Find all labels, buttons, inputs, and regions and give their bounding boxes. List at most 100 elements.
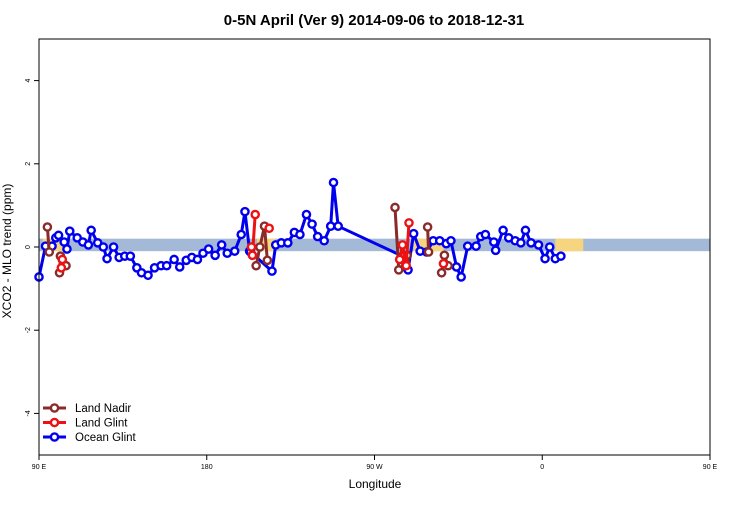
land-nadir-point <box>439 250 450 261</box>
ocean-glint-point <box>174 262 185 272</box>
reference-band <box>39 238 710 252</box>
legend-land-nadir-marker <box>49 403 60 413</box>
y-tick-label: 4 <box>25 79 32 83</box>
ocean-glint-point <box>312 231 323 242</box>
ocean-glint-point <box>307 219 317 229</box>
y-tick-label: 0 <box>25 245 32 249</box>
data-series <box>34 177 566 282</box>
land-glint-line <box>398 222 411 268</box>
ocean-glint-point <box>408 228 419 239</box>
land-glint-point <box>57 254 68 265</box>
legend-land-nadir-label: Land Nadir <box>75 403 131 415</box>
land-nadir-point <box>422 222 433 232</box>
x-tick-label: 90 E <box>703 464 718 471</box>
ocean-glint-point <box>462 241 473 251</box>
ocean-glint-point <box>161 260 172 271</box>
ocean-glint-point <box>98 242 109 252</box>
land-glint-point <box>247 250 258 261</box>
ocean-glint-point <box>143 270 153 281</box>
ocean-glint-point <box>222 248 233 259</box>
ocean-glint-point <box>498 225 508 236</box>
ocean-glint-point <box>471 241 481 251</box>
land-nadir-point <box>44 247 55 257</box>
ocean-glint-point <box>267 266 277 276</box>
ocean-glint-point <box>210 250 220 261</box>
land-nadir-point <box>393 265 404 275</box>
plot-frame <box>38 38 711 456</box>
ocean-glint-point <box>544 242 555 252</box>
ocean-glint-point <box>86 225 96 236</box>
ocean-glint-point <box>53 230 64 241</box>
ocean-glint-point <box>556 251 566 261</box>
y-tick-label: 2 <box>25 162 32 166</box>
land-glint-point <box>250 209 261 220</box>
land-nadir-point <box>42 222 53 232</box>
land-nadir-point <box>255 242 265 252</box>
ocean-glint-point <box>446 235 456 246</box>
ocean-glint-point <box>64 226 75 236</box>
ocean-glint-point <box>125 251 136 261</box>
axes: 90 E 180 90 W 0 90 E -4 -2 0 2 4 <box>25 79 718 471</box>
ocean-glint-point <box>325 221 336 231</box>
land-glint-point <box>56 262 67 273</box>
x-tick-label: 0 <box>540 464 544 471</box>
legend-ocean-glint-marker <box>49 432 60 442</box>
ocean-glint-point <box>169 254 179 265</box>
ocean-glint-point <box>333 221 343 231</box>
ocean-glint-point <box>203 244 214 254</box>
legend-ocean-glint-label: Ocean Glint <box>75 432 137 444</box>
ocean-glint-point <box>480 229 491 240</box>
land-glint-point <box>438 258 449 269</box>
land-nadir-line <box>254 224 269 267</box>
ocean-glint-point <box>83 240 94 250</box>
x-tick-label: 90 E <box>32 464 47 471</box>
land-glint-point <box>246 242 257 252</box>
ocean-band <box>39 238 710 252</box>
ocean-glint-point <box>108 242 119 252</box>
y-tick-label: -2 <box>25 327 32 333</box>
land-nadir-point <box>251 260 261 271</box>
land-glint-point <box>397 240 408 250</box>
ocean-glint-point <box>192 254 203 265</box>
ocean-glint-point <box>456 272 466 282</box>
land-band <box>555 238 584 252</box>
ocean-glint-point <box>283 238 293 248</box>
ocean-glint-point <box>488 237 499 247</box>
ocean-glint-point <box>229 246 240 256</box>
land-nadir-point <box>390 202 400 213</box>
legend: Land Nadir Land Glint Ocean Glint <box>43 403 137 444</box>
ocean-glint-point <box>520 225 531 236</box>
y-axis-label: XCO2 - MLO trend (ppm) <box>0 184 14 319</box>
x-tick-label: 180 <box>201 464 213 471</box>
ocean-glint-point <box>516 238 526 248</box>
land-nadir-point <box>436 267 447 278</box>
ocean-glint-point <box>301 209 312 220</box>
land-glint-point <box>404 218 414 228</box>
ocean-glint-point <box>328 177 339 188</box>
ocean-glint-point <box>240 206 250 217</box>
ocean-glint-point <box>526 238 536 248</box>
x-axis-label: Longitude <box>349 477 402 491</box>
ocean-glint-point <box>216 240 227 250</box>
land-glint-point <box>401 260 411 271</box>
ocean-glint-point <box>490 245 501 256</box>
y-tick-label: -4 <box>25 410 32 416</box>
legend-land-glint-label: Land Glint <box>75 418 128 430</box>
x-tick-label: 90 W <box>366 464 383 471</box>
ocean-glint-point <box>533 240 544 250</box>
ocean-glint-point <box>102 253 112 264</box>
ocean-glint-point <box>451 262 462 272</box>
legend-land-glint-marker <box>49 417 60 428</box>
ocean-glint-point <box>236 229 247 240</box>
ocean-glint-point <box>319 235 329 246</box>
chart-title: 0-5N April (Ver 9) 2014-09-06 to 2018-12… <box>224 12 524 29</box>
land-nadir-point <box>262 255 273 266</box>
land-glint-point <box>264 223 274 234</box>
land-glint-point <box>394 254 405 265</box>
land-nadir-point <box>423 247 434 257</box>
ocean-glint-point <box>295 229 305 240</box>
ocean-glint-point <box>540 253 550 264</box>
ocean-glint-point <box>62 244 72 254</box>
